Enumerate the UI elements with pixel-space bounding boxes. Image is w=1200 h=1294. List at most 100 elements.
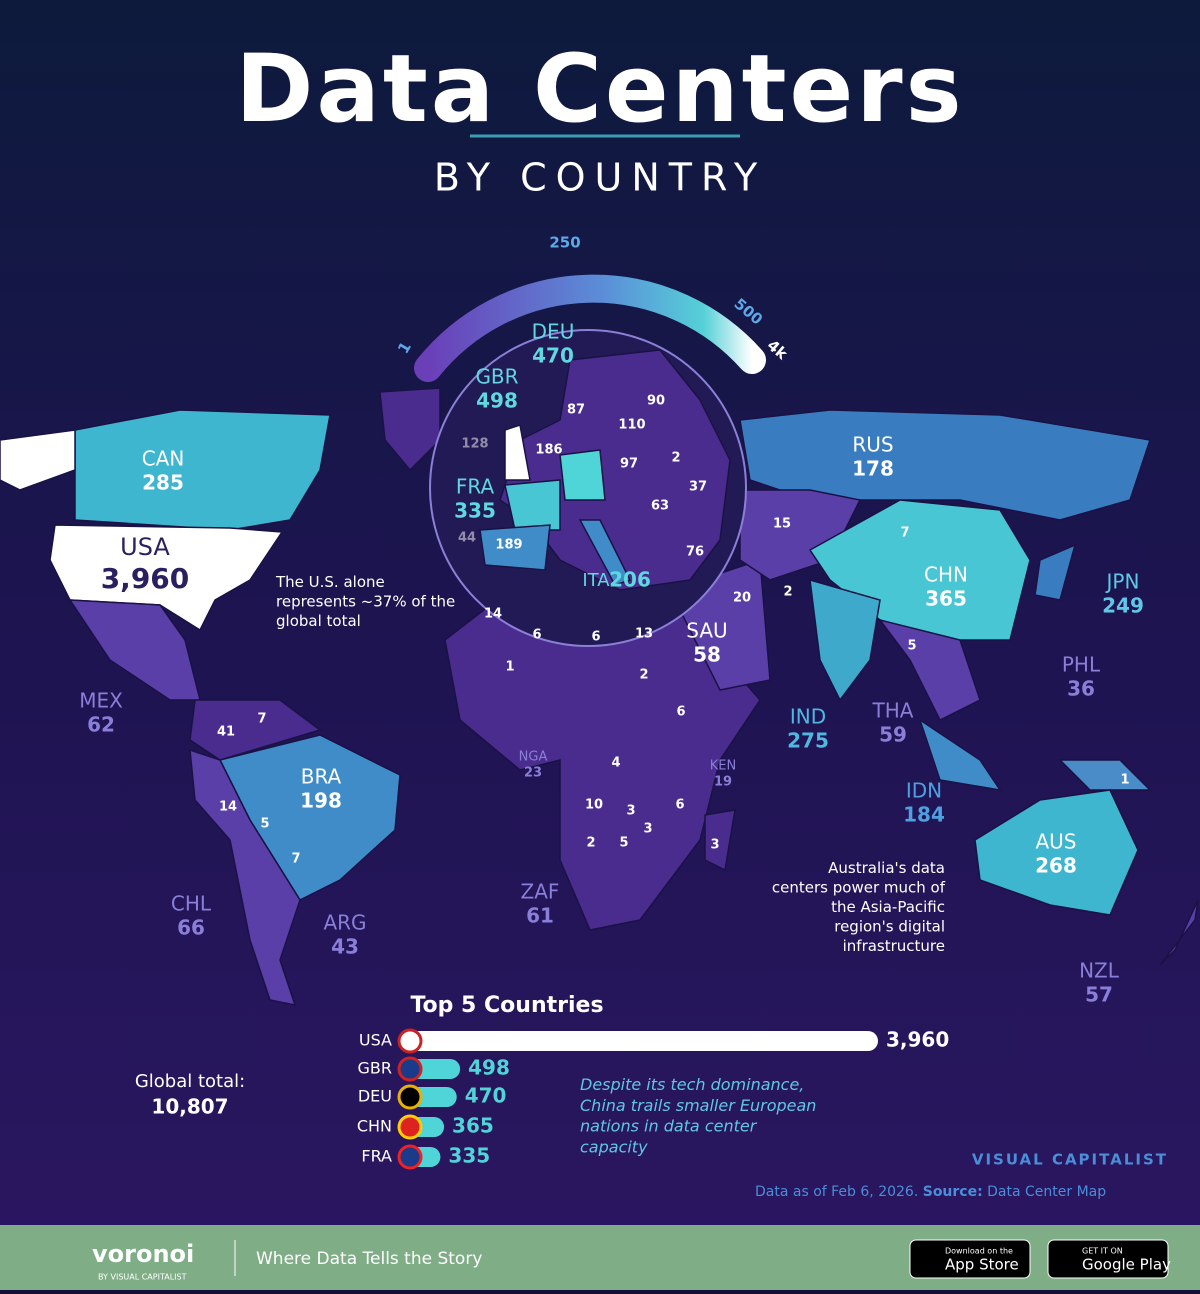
flag [397,1144,423,1170]
region-value: 97 [620,457,638,472]
bar-value: 335 [448,1144,490,1168]
source: Data as of Feb 6, 2026. Source: Data Cen… [755,1184,1106,1200]
flag [397,1056,423,1082]
bar-category: DEU [358,1087,392,1106]
country-value: 268 [1035,854,1077,878]
country-value: 57 [1085,983,1113,1007]
scale-arc [414,274,766,382]
country-value: 470 [532,344,574,368]
country-value: 19 [714,775,732,790]
bar-value: 365 [452,1114,494,1138]
country-value: 61 [526,904,554,928]
region-value: 5 [907,639,916,654]
country-value: 365 [925,587,967,611]
country-code: CHL [171,892,212,916]
region-value: 7 [291,852,300,867]
country-code: IND [790,705,826,729]
country-value: 198 [300,789,342,813]
global-value: 10,807 [151,1095,228,1119]
bar-category: USA [359,1031,392,1050]
country-value: 184 [903,803,945,827]
region-value: 15 [773,517,791,532]
region-value: 14 [484,607,502,622]
source-date: Data as of Feb 6, 2026. [755,1184,918,1200]
region-value: 63 [651,499,669,514]
region-value: 1 [505,660,514,675]
region-value: 20 [733,591,751,606]
country-code: NZL [1079,959,1120,983]
bar-value: 498 [468,1056,510,1080]
region-value: 76 [686,545,704,560]
footer-tagline: Where Data Tells the Story [256,1249,482,1269]
region-value: 37 [689,480,707,495]
flag [397,1114,423,1140]
bar [400,1031,878,1051]
country-code: NGA [519,750,548,765]
country-code: IDN [906,779,942,803]
country-value: 275 [787,729,829,753]
google-play-button[interactable] [1047,1239,1169,1279]
region-value: 10 [585,798,603,813]
app-store-button[interactable] [909,1239,1031,1279]
region-value: 44 [458,531,476,546]
region-value: 3 [643,822,652,837]
region-value: 2 [586,836,595,851]
china-note: Despite its tech dominance, China trails … [580,1075,816,1156]
region-value: 1 [1120,773,1129,788]
country-value: 285 [142,471,184,495]
region-value: 90 [647,394,665,409]
region-value: 2 [671,451,680,466]
flag [397,1028,423,1054]
country-code: JPN [1105,570,1140,594]
region-value: 6 [675,798,684,813]
region-value: 6 [532,628,541,643]
country-code: PHL [1062,653,1101,677]
region-value: 186 [535,443,562,458]
region-value: 3 [626,804,635,819]
country-value: 23 [524,766,542,781]
region-value: 128 [461,437,488,452]
country-code: KEN [710,759,736,774]
country-code: SAU [686,619,727,643]
country-value: 178 [852,457,894,481]
global-label: Global total: [135,1071,245,1092]
country-value: 335 [454,499,496,523]
country-value: 43 [331,935,359,959]
footer-logo: voronoi [92,1240,194,1268]
region-value: 3 [710,838,719,853]
region-value: 5 [619,836,628,851]
flag [397,1084,423,1110]
app-store-label: App Store [945,1256,1019,1274]
region-value: 87 [567,403,585,418]
bar-category: GBR [358,1059,393,1078]
region-value: 6 [591,630,600,645]
country-value: 62 [87,713,115,737]
country-code: MEX [79,689,123,713]
bar-value: 470 [465,1084,507,1108]
country-code: THA [872,699,914,723]
region-value: 6 [676,705,685,720]
region-value: 2 [783,585,792,600]
country-code: AUS [1035,830,1076,854]
country-value: 3,960 [101,562,190,595]
country-code: GBR [475,365,518,389]
australia-note: Australia's data centers power much of the… [772,859,946,955]
country-value: 58 [693,643,721,667]
region-value: 110 [618,418,645,433]
country-code: RUS [852,433,893,457]
bar-category: CHN [357,1117,392,1136]
app-store-small: Download on the [945,1247,1013,1256]
region-value: 13 [635,627,653,642]
region-value: 7 [900,526,909,541]
country-code: CHN [924,563,968,587]
region-value: 2 [639,668,648,683]
bar-category: FRA [361,1147,392,1166]
region-value: 189 [495,538,522,553]
source-name: Data Center Map [987,1184,1106,1200]
usa-note: The U.S. alone represents ~37% of the glob… [275,573,455,630]
footer-logo-sub: BY VISUAL CAPITALIST [98,1273,187,1282]
country-code: ITA [582,570,610,591]
map [0,329,1199,1006]
